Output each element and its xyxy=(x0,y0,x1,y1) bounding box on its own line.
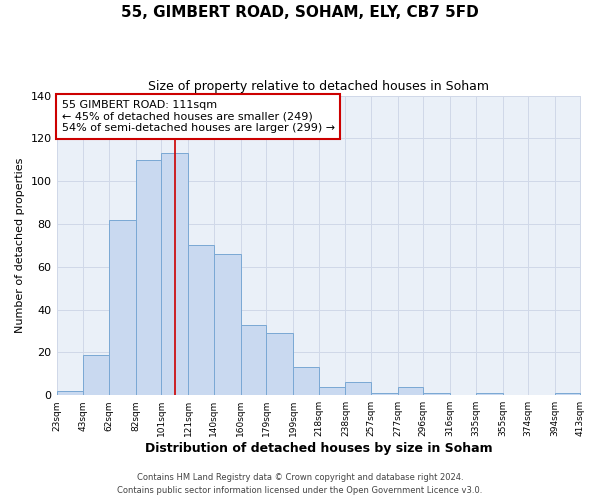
Bar xyxy=(83,354,109,395)
Bar xyxy=(398,386,424,395)
Bar xyxy=(56,391,83,395)
Y-axis label: Number of detached properties: Number of detached properties xyxy=(15,158,25,333)
Bar xyxy=(241,324,266,395)
Bar xyxy=(293,368,319,395)
Bar xyxy=(188,246,214,395)
X-axis label: Distribution of detached houses by size in Soham: Distribution of detached houses by size … xyxy=(145,442,493,455)
Bar xyxy=(555,393,580,395)
Bar xyxy=(476,393,503,395)
Bar xyxy=(346,382,371,395)
Bar xyxy=(109,220,136,395)
Text: 55, GIMBERT ROAD, SOHAM, ELY, CB7 5FD: 55, GIMBERT ROAD, SOHAM, ELY, CB7 5FD xyxy=(121,5,479,20)
Bar xyxy=(161,154,188,395)
Bar xyxy=(424,393,450,395)
Bar xyxy=(266,333,293,395)
Bar xyxy=(371,393,398,395)
Text: 55 GIMBERT ROAD: 111sqm
← 45% of detached houses are smaller (249)
54% of semi-d: 55 GIMBERT ROAD: 111sqm ← 45% of detache… xyxy=(62,100,335,134)
Title: Size of property relative to detached houses in Soham: Size of property relative to detached ho… xyxy=(148,80,489,93)
Bar xyxy=(214,254,241,395)
Bar xyxy=(136,160,161,395)
Text: Contains HM Land Registry data © Crown copyright and database right 2024.
Contai: Contains HM Land Registry data © Crown c… xyxy=(118,474,482,495)
Bar xyxy=(319,386,346,395)
